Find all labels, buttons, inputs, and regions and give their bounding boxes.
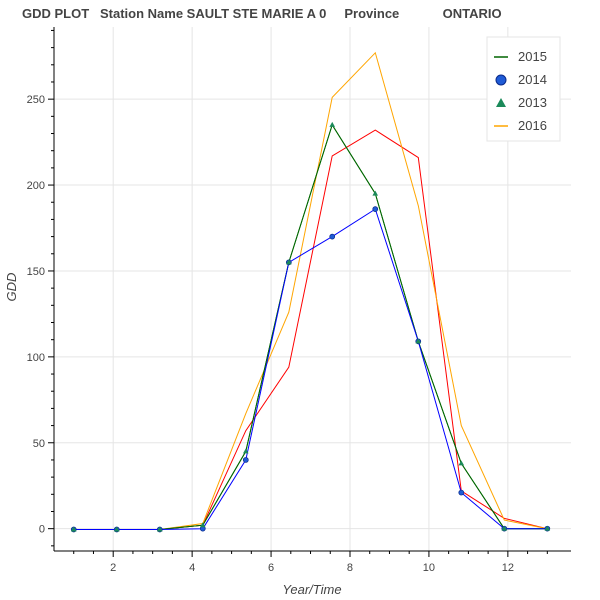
data-point-2013 — [286, 259, 292, 265]
series-lines — [73, 51, 548, 530]
x-tick-label: 10 — [423, 562, 435, 574]
legend-label-2013: 2013 — [518, 95, 547, 110]
data-point-2013 — [70, 526, 77, 532]
data-point-2014 — [458, 489, 465, 496]
x-tick-label: 6 — [268, 562, 274, 574]
x-axis-label: Year/Time — [282, 582, 341, 597]
x-tick-label: 12 — [502, 562, 514, 574]
data-point-2014 — [329, 233, 336, 240]
legend: 2015 2014 2013 2016 — [486, 36, 561, 142]
y-axis-label: GDD — [4, 273, 19, 302]
grid — [54, 27, 571, 551]
y-tick-label: 200 — [27, 180, 45, 192]
data-point-2013 — [501, 525, 508, 531]
data-point-2013 — [372, 190, 379, 196]
x-tick-label: 4 — [189, 562, 195, 574]
data-point-2013 — [544, 525, 551, 531]
y-tick-label: 100 — [27, 352, 45, 364]
data-point-2014 — [242, 457, 249, 463]
data-point-2013 — [415, 338, 422, 344]
data-point-2013 — [199, 522, 206, 528]
data-point-2013 — [156, 526, 163, 532]
legend-marker-2014 — [495, 74, 507, 86]
y-tick-label: 150 — [27, 266, 45, 278]
legend-label-2014: 2014 — [518, 72, 547, 87]
legend-box — [486, 36, 561, 142]
x-tick-label: 8 — [347, 562, 353, 574]
axes: 2 4 6 8 10 12 0 50 100 150 200 250 — [27, 27, 571, 574]
legend-label-2016: 2016 — [518, 118, 547, 133]
y-tick-label: 0 — [39, 524, 45, 536]
series-markers — [70, 121, 551, 533]
legend-marker-2013 — [496, 98, 506, 107]
data-point-2013 — [243, 448, 249, 454]
x-tick-label: 2 — [110, 562, 116, 574]
series-line-2014 — [73, 208, 548, 530]
chart-title: GDD PLOT Station Name SAULT STE MARIE A … — [22, 6, 502, 21]
data-point-2013 — [458, 460, 465, 466]
data-point-2013 — [113, 526, 120, 532]
data-point-2013 — [329, 121, 336, 127]
y-tick-label: 250 — [27, 94, 45, 106]
data-point-2014 — [372, 206, 379, 212]
legend-label-2015: 2015 — [518, 49, 547, 64]
y-tick-label: 50 — [33, 438, 45, 450]
